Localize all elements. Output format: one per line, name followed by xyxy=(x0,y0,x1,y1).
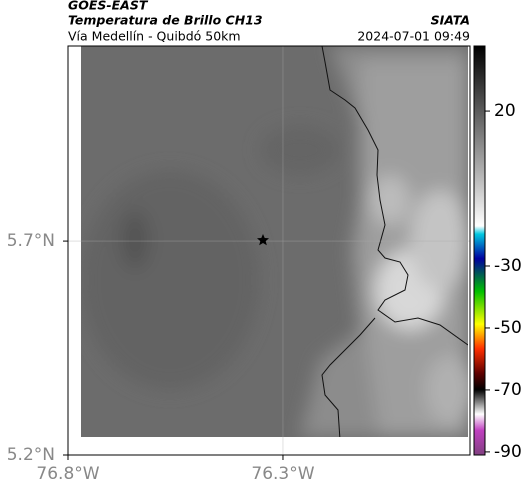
y-tick-label: 5.7°N xyxy=(7,231,55,251)
route: Vía Medellín - Quibdó 50km xyxy=(68,29,241,44)
colorbar-tick-label: -50 xyxy=(494,318,522,338)
location-marker xyxy=(257,234,269,246)
timestamp: 2024-07-01 09:49 xyxy=(357,29,470,44)
y-tick-label: 5.2°N xyxy=(7,445,55,465)
colorbar-tick-label: 20 xyxy=(494,101,516,121)
colorbar-tick-label: -30 xyxy=(494,256,522,276)
colorbar-tick-label: -70 xyxy=(494,380,522,400)
agency: SIATA xyxy=(431,13,470,28)
x-tick-label: 76.8°W xyxy=(36,464,99,484)
colorbar-tick-label: -90 xyxy=(494,442,522,462)
colorbar xyxy=(473,45,486,456)
source: GOES-EAST xyxy=(68,0,149,13)
map-frame xyxy=(67,45,471,456)
satellite-image xyxy=(81,46,468,437)
product: Temperatura de Brillo CH13 xyxy=(68,13,263,28)
x-tick-label: 76.3°W xyxy=(251,464,314,484)
